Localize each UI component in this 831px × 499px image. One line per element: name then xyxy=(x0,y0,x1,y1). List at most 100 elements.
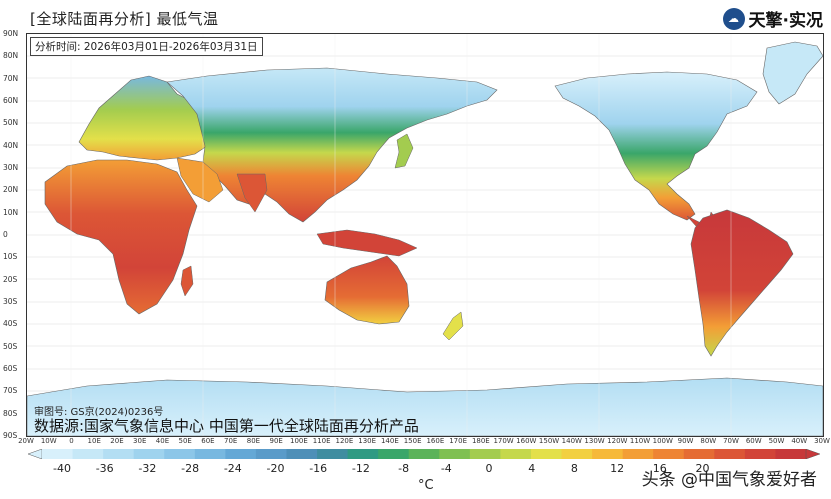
colorbar-tick-label: -8 xyxy=(398,462,410,475)
lon-label: 70E xyxy=(224,437,238,445)
lon-label: 30W xyxy=(814,437,830,445)
lon-label: 150E xyxy=(403,437,422,445)
lon-label: 0 xyxy=(69,437,74,445)
lat-label: 50S xyxy=(3,341,18,351)
colorbar-bin xyxy=(42,449,74,459)
lon-label: 160E xyxy=(426,437,445,445)
lon-label: 10W xyxy=(40,437,57,445)
land-africa xyxy=(44,159,198,315)
meridians xyxy=(70,34,732,436)
lon-label: 80E xyxy=(246,437,261,445)
lat-label: 30N xyxy=(3,163,19,172)
colorbar-bin xyxy=(347,449,379,459)
brand-name: 天擎·实况 xyxy=(748,11,823,31)
lon-label: 60W xyxy=(745,437,762,445)
colorbar-tick-label: -28 xyxy=(181,462,200,475)
lon-label: 170W xyxy=(493,437,514,445)
land-arabia xyxy=(176,157,224,203)
lon-label: 160W xyxy=(516,437,537,445)
colorbar-bin xyxy=(775,449,807,459)
temperature-map xyxy=(27,34,823,436)
land-north-america xyxy=(554,71,758,221)
lon-label: 140E xyxy=(380,437,399,445)
lon-label: 20E xyxy=(110,437,124,445)
lat-label: 30S xyxy=(3,297,18,306)
colorbar-bin xyxy=(164,449,196,459)
lat-label: 80N xyxy=(3,51,19,61)
land-antarctica xyxy=(27,377,823,436)
colorbar-bin xyxy=(592,449,624,459)
colorbar-bin xyxy=(683,449,715,459)
lon-label: 80W xyxy=(700,437,717,445)
map-title: [全球陆面再分析] 最低气温 xyxy=(30,10,219,28)
lon-label: 140W xyxy=(561,437,582,445)
sky-logo-icon: ☁ xyxy=(722,7,745,30)
colorbar-bin xyxy=(500,449,532,459)
colorbar-tick-label: -36 xyxy=(95,462,114,475)
colorbar-tick-label: 4 xyxy=(528,462,536,475)
land-madagascar xyxy=(180,265,194,297)
colorbar-tick-label: -4 xyxy=(440,462,452,475)
lon-label: 120W xyxy=(607,437,628,445)
colorbar-bin xyxy=(408,449,440,459)
colorbar-min-arrow xyxy=(28,449,43,459)
lon-label: 10E xyxy=(87,437,101,445)
colorbar-bin xyxy=(378,449,410,459)
colorbar-tick-label: 20 xyxy=(695,462,710,475)
lon-label: 150W xyxy=(538,437,560,445)
lon-label: 50E xyxy=(178,437,192,445)
colorbar-tick-label: 16 xyxy=(652,462,667,475)
lat-label: 50N xyxy=(3,118,19,128)
watermark: 头条 @中国气象爱好者 xyxy=(641,470,817,490)
colorbar-tick-label: 0 xyxy=(485,462,493,475)
colorbar-bin xyxy=(714,449,746,459)
land-greenland xyxy=(762,41,823,105)
lon-label: 40E xyxy=(155,437,170,445)
colorbar-bin xyxy=(469,449,501,459)
colorbar-bin xyxy=(72,449,104,459)
colorbar-tick-label: -16 xyxy=(309,462,328,475)
lon-label: 170E xyxy=(449,437,468,445)
lat-label: 90S xyxy=(3,431,18,440)
analysis-period: 分析时间: 2026年03月01日-2026年03月31日 xyxy=(30,37,263,56)
colorbar-tick-label: -12 xyxy=(351,462,370,475)
colorbar-bin xyxy=(103,449,135,459)
land-new-zealand xyxy=(442,311,464,341)
lat-label: 10S xyxy=(3,252,18,262)
colorbar-tick-label: -40 xyxy=(53,462,71,475)
colorbar-max-arrow xyxy=(805,449,820,459)
lat-label: 60S xyxy=(3,364,18,373)
land-sea-islands xyxy=(316,229,418,257)
colorbar-bin xyxy=(561,449,593,459)
lon-label: 100W xyxy=(652,437,673,445)
lat-label: 40S xyxy=(3,319,18,329)
colorbar-tick-label: -24 xyxy=(223,462,242,475)
colorbar-tick-label: -32 xyxy=(138,462,157,475)
map-panel xyxy=(26,33,824,437)
brand: ☁ 天擎·实况 xyxy=(722,6,823,31)
map-approval-number: 审图号: GS京(2024)0236号 xyxy=(34,407,164,418)
colorbar-tick-label: 8 xyxy=(570,462,578,475)
lon-label: 180E xyxy=(471,437,490,445)
colorbar-tick-label: 12 xyxy=(610,462,625,475)
lon-label: 100E xyxy=(290,437,308,445)
lon-label: 40W xyxy=(791,437,808,445)
colorbar-bin xyxy=(317,449,349,459)
colorbar-bin xyxy=(439,449,471,459)
lat-label: 90N xyxy=(3,29,19,38)
colorbar-bin xyxy=(653,449,685,459)
lat-label: 70S xyxy=(3,386,18,396)
colorbar-bin xyxy=(225,449,257,459)
colorbar-bin xyxy=(133,449,165,459)
lat-label: 10N xyxy=(3,207,19,217)
lon-label: 120E xyxy=(335,437,354,445)
lat-label: 40N xyxy=(3,140,19,150)
lon-label: 130E xyxy=(358,437,377,445)
lat-label: 0 xyxy=(3,230,8,239)
lon-label: 50W xyxy=(768,437,785,445)
land-japan xyxy=(394,133,414,169)
lon-label: 130W xyxy=(584,437,605,445)
lon-label: 110E xyxy=(312,437,331,445)
lon-label: 90E xyxy=(269,437,283,445)
lon-label: 60E xyxy=(201,437,215,445)
